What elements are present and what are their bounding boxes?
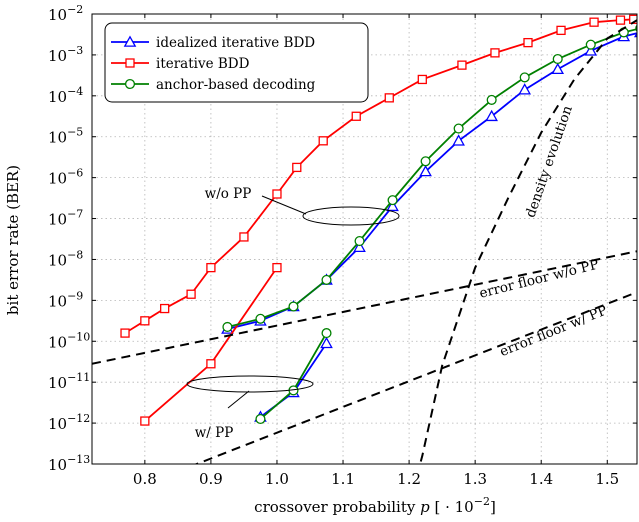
circle-marker	[222, 321, 233, 333]
legend-label: iterative BDD	[156, 56, 250, 72]
circle-marker	[552, 53, 563, 65]
y-tick-label: 10−12	[48, 412, 90, 433]
circle-marker	[288, 301, 299, 312]
square-marker	[206, 262, 216, 273]
triangle-marker	[584, 44, 598, 56]
w-o-pp-pointer	[261, 195, 307, 215]
series-density-evolution	[419, 18, 637, 464]
series-error-floor-w-o-pp	[92, 250, 637, 365]
y-tick-label: 10−2	[48, 3, 83, 24]
square-marker	[120, 328, 130, 338]
circle-marker	[486, 94, 497, 105]
w-pp-pointer	[227, 390, 250, 409]
circle-marker	[255, 413, 266, 425]
square-marker	[318, 136, 328, 146]
square-marker	[523, 37, 533, 48]
legend-label: anchor-based decoding	[156, 77, 316, 93]
y-axis-label: bit error rate (BER)	[4, 165, 22, 315]
series-line	[194, 291, 637, 464]
y-tick-label: 10−5	[48, 126, 83, 147]
series-line	[92, 250, 637, 365]
square-marker	[384, 93, 394, 103]
square-marker	[457, 60, 467, 70]
y-tick-label: 10−8	[48, 248, 83, 269]
square-marker	[272, 189, 282, 199]
circle-marker	[124, 78, 136, 90]
x-tick-label: 1.5	[595, 470, 619, 488]
square-marker	[556, 25, 566, 36]
triangle-marker	[551, 62, 565, 75]
x-tick-label: 1.0	[265, 470, 289, 488]
triangle-marker	[123, 35, 137, 47]
square-marker	[351, 111, 361, 121]
circle-marker	[321, 328, 332, 339]
triangle-marker	[353, 240, 366, 252]
square-marker	[140, 416, 150, 426]
x-axis: 0.8 0.9 1.0 1.1 1.2 1.3 1.4 1.5	[133, 14, 619, 488]
square-marker	[160, 303, 170, 314]
legend-label: idealized iterative BDD	[156, 35, 315, 51]
x-tick-label: 0.9	[199, 470, 223, 488]
y-axis: 10−13 10−12 10−11 10−10 10−9 10−8 10−7 10−6 10−5…	[48, 3, 637, 474]
annotation-label: w/ PP	[195, 425, 234, 441]
series-layer	[92, 14, 637, 464]
circle-marker	[387, 195, 398, 206]
legend-box	[104, 22, 369, 103]
triangle-marker	[320, 336, 333, 349]
circle-marker	[453, 123, 464, 134]
annotation-label: w/o PP	[205, 186, 252, 202]
square-marker	[206, 359, 216, 369]
y-tick-label: 10−13	[48, 453, 90, 474]
square-marker	[292, 162, 302, 173]
annotation-label: error floor w/o PP	[478, 257, 601, 302]
plot-frame	[91, 13, 638, 465]
circle-marker	[354, 235, 365, 247]
square-marker	[239, 232, 249, 242]
x-tick-label: 1.2	[397, 470, 421, 488]
x-tick-label: 0.8	[133, 470, 157, 488]
y-tick-label: 10−9	[48, 289, 83, 310]
square-marker	[589, 17, 599, 27]
w-o-pp-ellipse	[302, 206, 400, 226]
triangle-marker	[419, 164, 432, 177]
y-tick-label: 10−11	[48, 371, 90, 392]
y-tick-label: 10−7	[48, 208, 83, 229]
square-marker	[186, 289, 196, 299]
series-error-floor-w-pp	[194, 291, 637, 464]
triangle-marker	[485, 109, 498, 122]
w-pp-ellipse	[186, 375, 314, 393]
square-marker	[272, 262, 282, 273]
y-tick-label: 10−6	[48, 167, 83, 188]
square-marker	[125, 58, 135, 68]
x-axis-label: crossover probability p [ · 10−2]	[254, 495, 496, 516]
series-line	[144, 267, 278, 422]
y-tick-label: 10−10	[48, 330, 90, 351]
circle-marker	[519, 72, 530, 83]
series-line	[259, 342, 328, 418]
series-line	[227, 28, 637, 328]
square-marker	[140, 316, 150, 326]
triangle-marker	[518, 83, 532, 95]
circle-marker	[585, 39, 596, 50]
y-tick-label: 10−3	[48, 44, 83, 65]
circle-marker	[255, 313, 266, 324]
series-line	[419, 18, 637, 464]
series-iterative-bdd	[120, 14, 637, 426]
x-tick-label: 1.1	[331, 470, 355, 488]
square-marker	[490, 48, 500, 58]
x-tick-label: 1.3	[463, 470, 487, 488]
square-marker	[615, 15, 626, 25]
y-tick-label: 10−4	[48, 85, 83, 106]
series-anchor-based-decoding	[222, 24, 637, 425]
square-marker	[417, 74, 427, 85]
triangle-marker	[452, 134, 465, 146]
legend: idealized iterative BDD iterative BDD anch…	[104, 22, 369, 103]
annotation-label: error floor w/ PP	[497, 302, 609, 360]
circle-marker	[420, 156, 431, 167]
circle-marker	[321, 274, 332, 285]
x-tick-label: 1.4	[529, 470, 553, 488]
triangle-marker	[386, 199, 399, 212]
